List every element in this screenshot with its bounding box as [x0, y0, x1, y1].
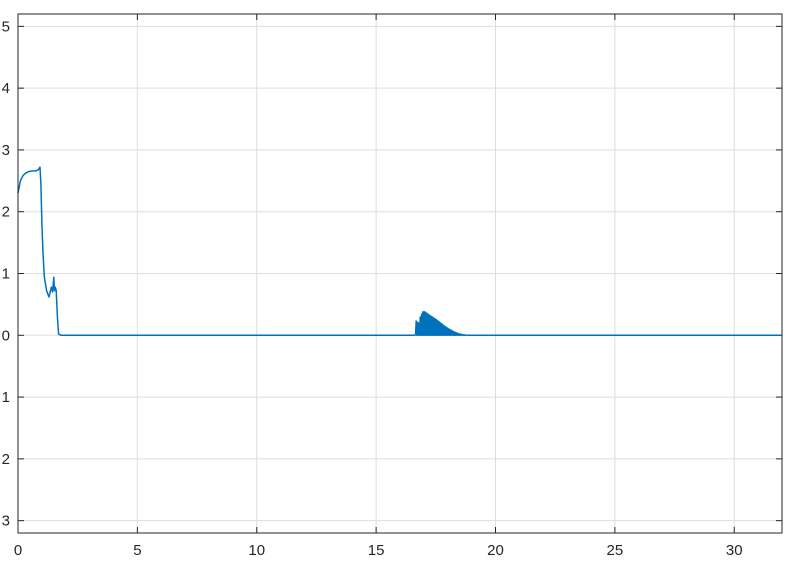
- x-tick-label: 0: [14, 542, 22, 559]
- oscillation-burst: [414, 311, 468, 337]
- y-tick-labels: 5 4 3 2 1 0 1 2 3: [2, 18, 10, 529]
- y-tick-label: 1: [2, 389, 10, 406]
- y-tick-label: 2: [2, 204, 10, 221]
- y-tick-label: 0: [2, 327, 10, 344]
- y-tick-label: 3: [2, 513, 10, 530]
- series-layer: [17, 166, 782, 337]
- series-line-1: [17, 166, 416, 337]
- y-tick-label: 2: [2, 451, 10, 468]
- grid: [18, 14, 782, 533]
- x-tick-label: 20: [487, 542, 504, 559]
- x-tick-label: 30: [726, 542, 743, 559]
- x-tick-label: 25: [607, 542, 624, 559]
- x-tick-labels: 0 5 10 15 20 25 30: [14, 542, 743, 559]
- ticks: [17, 14, 782, 533]
- y-tick-label: 5: [2, 18, 10, 35]
- x-tick-label: 5: [133, 542, 141, 559]
- x-tick-label: 15: [368, 542, 385, 559]
- y-tick-label: 3: [2, 142, 10, 159]
- x-tick-label: 10: [248, 542, 265, 559]
- y-tick-label: 1: [2, 266, 10, 283]
- axes-box: [17, 13, 783, 534]
- y-tick-label: 4: [2, 80, 10, 97]
